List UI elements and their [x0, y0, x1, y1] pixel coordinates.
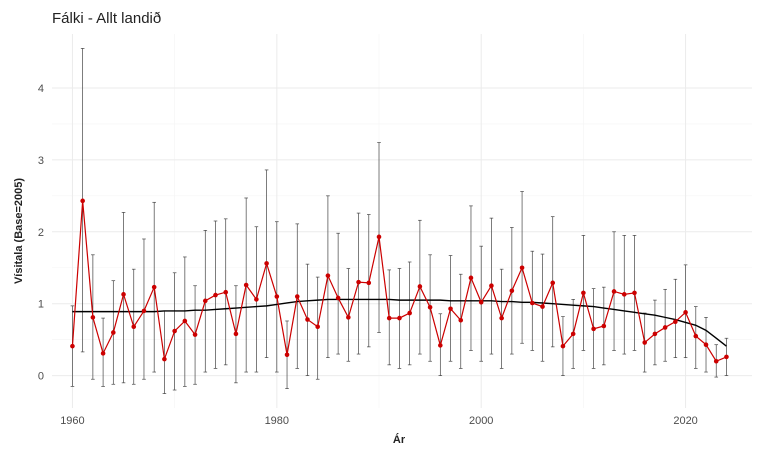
x-tick-label: 2020	[673, 415, 697, 427]
data-point	[274, 294, 280, 299]
data-point	[121, 292, 126, 297]
data-point	[652, 331, 658, 337]
data-point	[90, 315, 96, 320]
data-point	[550, 280, 556, 286]
data-point	[192, 332, 198, 337]
chart-title: Fálki - Allt landið	[52, 10, 162, 27]
data-point	[417, 284, 423, 289]
data-point	[70, 343, 75, 349]
data-point	[366, 280, 372, 286]
data-point	[458, 317, 464, 323]
data-point	[611, 289, 617, 294]
y-tick-label: 4	[38, 83, 44, 95]
data-point	[601, 323, 607, 329]
data-point	[315, 324, 320, 330]
data-point	[570, 331, 576, 337]
x-tick-label: 1980	[265, 415, 289, 427]
data-point	[489, 283, 494, 289]
data-point	[468, 275, 474, 281]
data-point	[151, 284, 157, 290]
y-tick-label: 1	[38, 299, 44, 311]
data-point	[243, 282, 249, 288]
data-point	[662, 325, 668, 330]
data-point	[560, 343, 566, 349]
data-point	[284, 352, 290, 358]
error-bar	[336, 232, 340, 355]
data-point	[162, 356, 167, 362]
x-tick-label: 1960	[60, 415, 84, 427]
data-point	[703, 342, 709, 348]
data-point	[448, 306, 453, 312]
error-bar	[121, 212, 126, 384]
grid	[52, 34, 752, 408]
data-point	[438, 343, 443, 348]
data-point	[182, 318, 188, 324]
data-point	[386, 315, 392, 321]
data-point	[111, 330, 116, 335]
error-bar	[673, 278, 678, 359]
data-point	[673, 319, 678, 324]
data-point	[632, 290, 637, 296]
data-point	[202, 298, 208, 304]
data-point	[509, 288, 515, 294]
data-point	[478, 299, 484, 305]
trend-series	[72, 298, 727, 347]
data-point	[325, 273, 331, 278]
x-tick-label: 2000	[469, 415, 493, 427]
data-point	[642, 340, 648, 345]
error-bar	[346, 268, 351, 362]
y-axis-title: Vísitala (Base=2005)	[13, 178, 25, 284]
data-point	[519, 265, 525, 271]
data-point	[131, 324, 137, 330]
tick-labels: 1960 1980 2000 2020 0 1 2 3 4	[38, 83, 698, 427]
trend-line	[72, 298, 727, 347]
data-point	[581, 290, 586, 296]
y-tick-label: 3	[38, 155, 44, 167]
data-point	[540, 304, 545, 309]
data-point	[376, 234, 382, 240]
data-point	[499, 315, 504, 321]
x-axis-title: Ár	[393, 433, 406, 446]
data-point	[713, 358, 719, 364]
data-point	[529, 300, 535, 306]
data-point	[305, 317, 310, 322]
data-point	[254, 297, 259, 302]
index-points	[70, 198, 729, 364]
data-point	[172, 328, 177, 334]
data-point	[213, 292, 218, 298]
data-point	[683, 310, 688, 315]
data-point	[141, 308, 147, 314]
error-bars	[70, 48, 729, 394]
data-point	[427, 305, 433, 310]
data-point	[264, 261, 269, 266]
data-point	[407, 310, 412, 316]
data-point	[693, 333, 699, 339]
data-point	[223, 289, 229, 295]
data-point	[80, 198, 85, 204]
data-point	[335, 295, 341, 301]
data-point	[356, 279, 361, 285]
data-point	[294, 294, 300, 299]
y-tick-label: 2	[38, 227, 44, 239]
data-point	[233, 331, 239, 337]
data-point	[621, 292, 627, 297]
data-point	[591, 326, 596, 332]
data-point	[100, 351, 106, 356]
data-point	[724, 354, 729, 360]
y-tick-label: 0	[38, 371, 44, 383]
data-point	[397, 315, 402, 321]
data-point	[346, 315, 351, 320]
